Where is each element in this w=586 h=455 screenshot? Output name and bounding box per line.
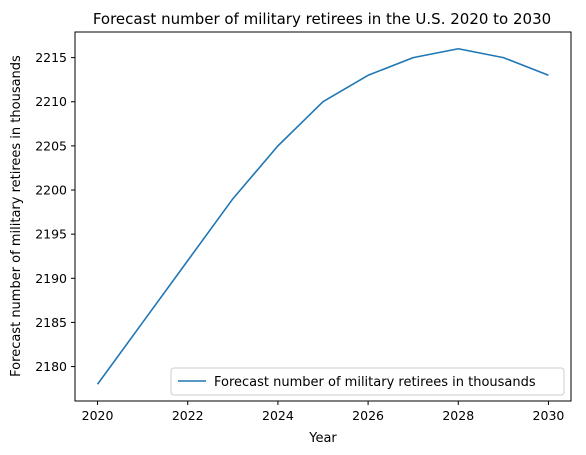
y-axis-ticks: 2180 2185 2190 2195 2200 2205 2210 2215 — [35, 50, 75, 374]
y-tick-label: 2190 — [35, 271, 67, 286]
y-tick-label: 2185 — [35, 315, 67, 330]
x-tick-label: 2024 — [262, 408, 294, 423]
y-tick-label: 2215 — [35, 50, 67, 65]
x-tick-label: 2020 — [82, 408, 114, 423]
plot-frame — [74, 31, 572, 402]
y-tick-label: 2180 — [35, 359, 67, 374]
series-line — [96, 47, 549, 385]
y-tick-label: 2195 — [35, 227, 67, 242]
legend-label: Forecast number of military retirees in … — [214, 375, 536, 390]
series-layer — [96, 47, 549, 385]
y-tick-label: 2210 — [35, 94, 67, 109]
x-tick-label: 2028 — [442, 408, 474, 423]
x-tick-label: 2026 — [352, 408, 384, 423]
chart-title: Forecast number of military retirees in … — [93, 10, 551, 28]
x-tick-label: 2022 — [172, 408, 204, 423]
legend-box — [170, 367, 565, 396]
legend: Forecast number of military retirees in … — [170, 367, 565, 396]
y-tick-label: 2205 — [35, 138, 67, 153]
x-tick-label: 2030 — [533, 408, 565, 423]
x-axis-label: Year — [308, 431, 337, 446]
x-axis-ticks: 2020 2022 2024 2026 2028 2030 — [82, 401, 565, 423]
y-axis-label: Forecast number of military retirees in … — [9, 55, 24, 377]
plot-area — [74, 31, 572, 402]
y-tick-label: 2200 — [35, 183, 67, 198]
